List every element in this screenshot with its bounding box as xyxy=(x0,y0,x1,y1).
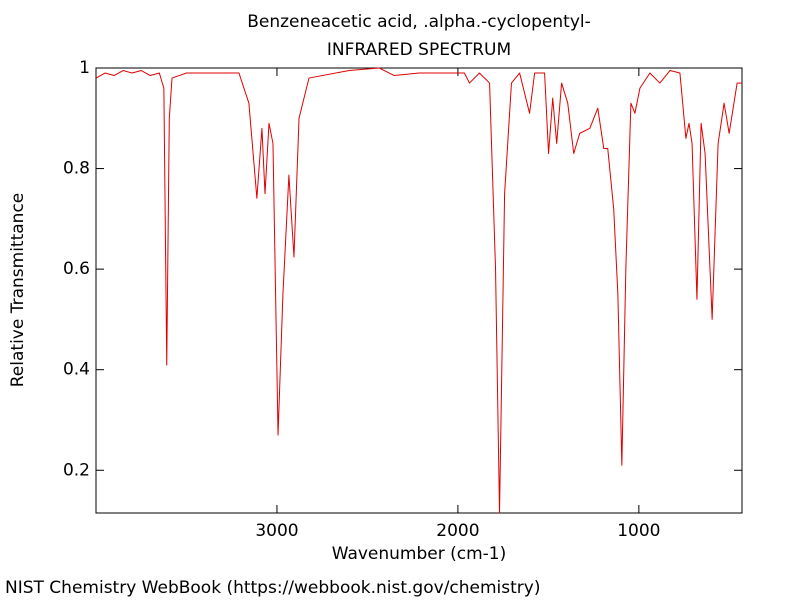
x-tick-label: 3000 xyxy=(255,521,298,541)
y-axis-label: Relative Transmittance xyxy=(8,193,28,388)
x-tick-label: 1000 xyxy=(617,521,660,541)
y-tick-label: 0.6 xyxy=(63,259,90,279)
footer: NIST Chemistry WebBook (https://webbook.… xyxy=(5,578,540,598)
x-tick-label: 2000 xyxy=(436,521,479,541)
y-tick-label: 1 xyxy=(79,58,90,78)
spectrum-line xyxy=(95,67,742,514)
y-tick-label: 0.2 xyxy=(63,460,90,480)
y-tick-label: 0.4 xyxy=(63,360,90,380)
chart-title: Benzeneacetic acid, .alpha.-cyclopentyl- xyxy=(247,12,591,32)
y-tick-label: 0.8 xyxy=(63,159,90,179)
x-axis-label: Wavenumber (cm-1) xyxy=(332,544,507,564)
plot-frame xyxy=(95,67,743,514)
chart-subtitle: INFRARED SPECTRUM xyxy=(327,40,511,60)
